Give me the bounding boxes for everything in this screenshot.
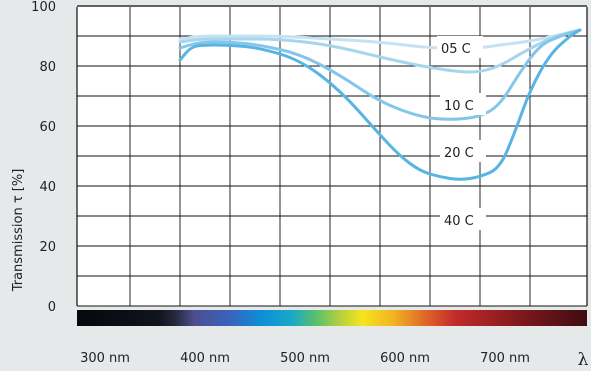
series-label-box xyxy=(440,93,486,115)
x-tick-label: 600 nm xyxy=(380,351,430,366)
series-labels: 05 C 10 C 20 C 40 C xyxy=(437,36,486,230)
x-tick-label: 400 nm xyxy=(180,351,230,366)
x-tick-labels: 300 nm 400 nm 500 nm 600 nm 700 nm xyxy=(80,351,530,366)
y-tick-label: 80 xyxy=(39,60,56,75)
x-tick-label: 500 nm xyxy=(280,351,330,366)
series-label: 40 C xyxy=(444,214,474,229)
y-tick-label: 20 xyxy=(39,240,56,255)
series-label-box xyxy=(440,208,486,230)
x-axis-lambda-label: λ xyxy=(578,350,589,370)
x-tick-label: 300 nm xyxy=(80,351,130,366)
series-label: 05 C xyxy=(441,42,471,57)
plot-area xyxy=(77,7,587,306)
series-line-40-c xyxy=(178,28,582,181)
spectrum-gradient xyxy=(77,310,587,326)
series-label: 20 C xyxy=(444,146,474,161)
y-axis-label: Transmission τ [%] xyxy=(11,169,26,293)
y-tick-label: 60 xyxy=(39,120,56,135)
series-line-05-c xyxy=(178,28,582,50)
grid-lines xyxy=(76,5,588,307)
series-line-10-c xyxy=(178,28,582,74)
y-tick-labels: 100 80 60 40 20 0 xyxy=(31,0,56,315)
y-tick-label: 100 xyxy=(31,0,56,15)
x-tick-label: 700 nm xyxy=(480,351,530,366)
series-line-20-c xyxy=(178,28,582,121)
y-tick-label: 0 xyxy=(48,300,56,315)
series-label-box xyxy=(437,36,483,58)
series-label: 10 C xyxy=(444,99,474,114)
series-lines xyxy=(178,28,582,181)
y-tick-label: 40 xyxy=(39,180,56,195)
spectrum-bar xyxy=(77,310,587,326)
series-label-box xyxy=(440,140,486,162)
